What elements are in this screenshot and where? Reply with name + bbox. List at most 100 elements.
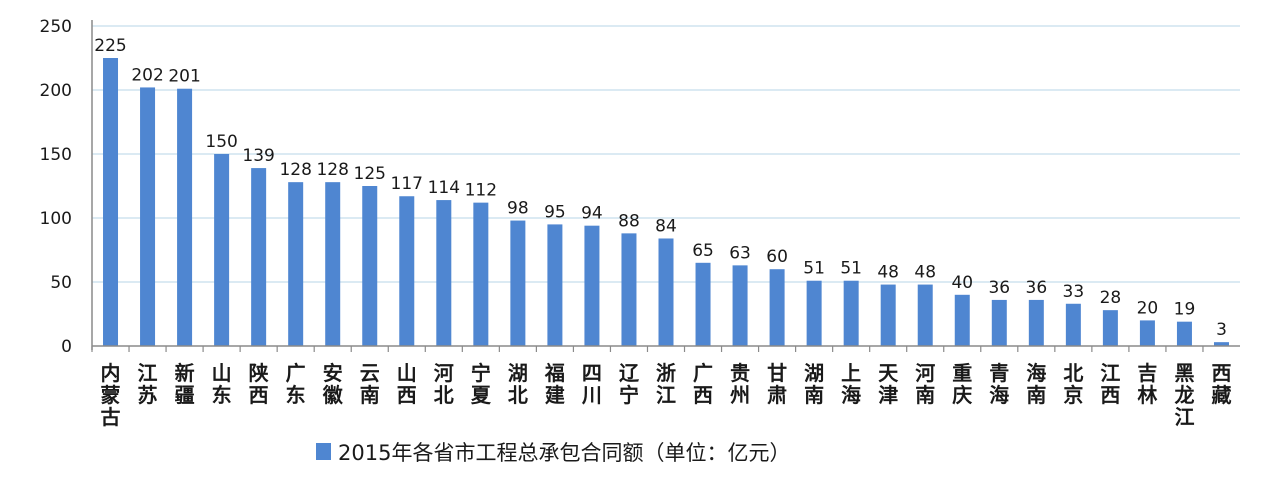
- bar: [658, 238, 674, 346]
- bar-value-label: 19: [1174, 300, 1196, 320]
- x-category-label: 重庆: [952, 361, 972, 407]
- bar: [1102, 310, 1118, 346]
- bars: [103, 58, 1229, 346]
- x-category-label: 江苏: [138, 361, 158, 407]
- bar: [510, 220, 526, 346]
- bar: [732, 265, 748, 346]
- x-category-label: 湖北: [508, 361, 528, 407]
- bar: [362, 186, 378, 346]
- bar-value-label: 95: [544, 202, 566, 222]
- x-category-label: 黑龙江: [1174, 361, 1194, 429]
- bar-value-label: 139: [242, 146, 274, 166]
- bar: [1028, 299, 1044, 346]
- bar-value-label: 36: [1026, 278, 1048, 298]
- bar-value-label: 48: [914, 263, 936, 283]
- y-tick-label: 250: [40, 17, 72, 37]
- bar: [880, 284, 896, 346]
- legend-label: 2015年各省市工程总承包合同额（单位：亿元）: [338, 441, 790, 465]
- x-category-label: 四川: [581, 361, 602, 407]
- bar-value-label: 114: [428, 178, 460, 198]
- bar: [621, 233, 637, 346]
- y-tick-label: 100: [40, 209, 72, 229]
- bar-value-label: 88: [618, 211, 640, 231]
- bar-value-label: 112: [465, 181, 497, 201]
- bar-value-label: 201: [168, 67, 200, 87]
- bar: [288, 182, 304, 346]
- x-category-label: 广东: [286, 361, 306, 407]
- bar-value-label: 117: [391, 174, 423, 194]
- bar: [473, 202, 489, 346]
- x-category-label: 安徽: [322, 361, 344, 407]
- bar: [325, 182, 341, 346]
- x-category-label: 上海: [841, 361, 861, 407]
- bar-value-label: 3: [1216, 320, 1227, 340]
- x-category-label: 江西: [1100, 361, 1120, 407]
- x-category-label: 河北: [434, 361, 454, 407]
- bar-value-label: 84: [655, 216, 677, 236]
- gridlines: [92, 25, 1240, 283]
- x-category-label: 西藏: [1211, 361, 1231, 407]
- bar-value-label: 63: [729, 243, 751, 263]
- x-category-label: 天津: [878, 361, 899, 407]
- bar-value-label: 225: [94, 36, 126, 56]
- x-category-label: 海南: [1026, 361, 1046, 407]
- x-category-label: 湖南: [804, 361, 824, 407]
- bar: [1065, 303, 1081, 346]
- legend: 2015年各省市工程总承包合同额（单位：亿元）: [316, 441, 790, 465]
- bar-value-label: 48: [877, 263, 899, 283]
- bar: [1213, 342, 1229, 346]
- x-category-label: 宁夏: [471, 361, 492, 407]
- x-category-label: 山西: [397, 361, 417, 407]
- bar: [103, 58, 119, 346]
- bar: [695, 262, 711, 346]
- bar-value-label: 33: [1063, 282, 1085, 302]
- bar: [1139, 320, 1155, 346]
- bar-value-label: 98: [507, 199, 529, 219]
- bar-value-label: 40: [951, 273, 973, 293]
- bar-value-label: 128: [279, 160, 311, 180]
- x-category-label: 北京: [1063, 361, 1083, 407]
- bar-value-label: 125: [354, 164, 386, 184]
- y-tick-label: 0: [61, 337, 72, 357]
- bar: [547, 224, 563, 346]
- x-category-label: 山东: [212, 361, 232, 407]
- x-axis-labels: 内蒙古江苏新疆山东陕西广东安徽云南山西河北宁夏湖北福建四川辽宁浙江广西贵州甘肃湖…: [101, 361, 1232, 429]
- x-category-label: 广西: [693, 361, 713, 407]
- x-category-label: 辽宁: [619, 361, 640, 407]
- y-tick-label: 150: [40, 145, 72, 165]
- bar-value-label: 60: [766, 247, 788, 267]
- bar: [584, 225, 600, 346]
- bar-value-label: 65: [692, 241, 714, 261]
- bar-value-label: 36: [988, 278, 1010, 298]
- x-category-label: 陕西: [249, 361, 269, 407]
- bar-value-label: 28: [1100, 288, 1122, 308]
- axes: [91, 20, 1240, 352]
- y-tick-label: 200: [40, 81, 72, 101]
- bar-value-label: 150: [205, 132, 237, 152]
- bar: [140, 87, 156, 346]
- bar-value-label: 51: [840, 259, 862, 279]
- x-category-label: 河南: [915, 361, 935, 407]
- bar-value-label: 51: [803, 259, 825, 279]
- y-tick-label: 50: [50, 273, 72, 293]
- x-category-label: 贵州: [730, 361, 750, 407]
- bar: [991, 299, 1007, 346]
- x-category-label: 内蒙古: [101, 361, 121, 429]
- bar: [843, 280, 859, 346]
- bar: [251, 168, 267, 346]
- x-category-label: 浙江: [656, 361, 676, 407]
- x-category-label: 云南: [360, 361, 380, 407]
- bar-value-label: 94: [581, 204, 603, 224]
- bar: [954, 294, 970, 346]
- x-category-label: 福建: [544, 361, 565, 407]
- x-category-label: 新疆: [175, 361, 195, 407]
- legend-swatch: [316, 443, 331, 460]
- bar: [917, 284, 933, 346]
- bar: [399, 196, 415, 346]
- x-category-label: 甘肃: [767, 361, 787, 407]
- bar: [769, 269, 785, 346]
- bar-value-label: 202: [131, 65, 163, 85]
- bar-value-label: 128: [316, 160, 348, 180]
